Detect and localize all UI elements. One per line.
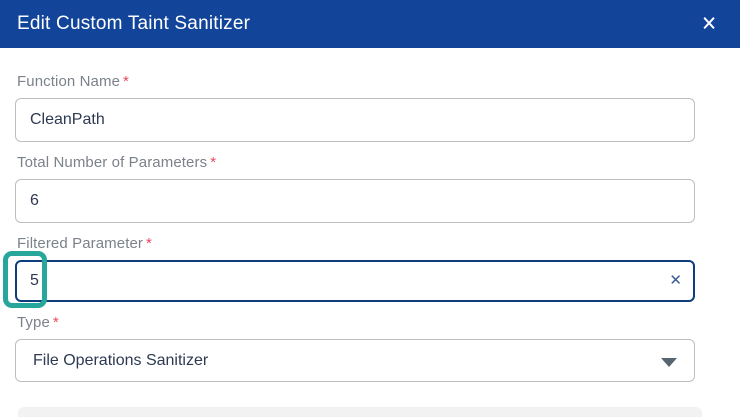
filtered-parameter-input[interactable]	[15, 260, 695, 302]
type-label-text: Type	[17, 314, 50, 331]
required-asterisk: *	[123, 73, 129, 90]
required-asterisk: *	[146, 235, 152, 252]
total-parameters-label: Total Number of Parameters *	[17, 154, 695, 171]
total-parameters-label-text: Total Number of Parameters	[17, 154, 208, 171]
field-group-function-name: Function Name *	[15, 73, 695, 142]
type-select[interactable]: File Operations Sanitizer	[15, 339, 695, 382]
required-asterisk: *	[210, 154, 217, 171]
type-select-value: File Operations Sanitizer	[33, 351, 209, 369]
required-asterisk: *	[52, 314, 59, 331]
chevron-down-icon	[661, 357, 677, 367]
field-group-filtered-parameter: Filtered Parameter* ✕	[3, 235, 695, 308]
filtered-parameter-label: Filtered Parameter *	[17, 235, 695, 252]
field-group-total-parameters: Total Number of Parameters *	[15, 154, 695, 223]
close-icon[interactable]: ✕	[701, 12, 717, 36]
filtered-parameter-input-wrap: ✕	[3, 251, 695, 308]
total-parameters-input[interactable]	[15, 179, 695, 223]
dialog-title: Edit Custom Taint Sanitizer	[17, 13, 251, 34]
filtered-parameter-label-text: Filtered Parameter	[17, 235, 144, 252]
dialog-header: Edit Custom Taint Sanitizer ✕	[0, 0, 740, 48]
field-group-type: Type * File Operations Sanitizer	[15, 314, 695, 382]
type-label: Type *	[17, 314, 695, 331]
bottom-cutoff-panel	[18, 407, 702, 417]
clear-input-icon[interactable]: ✕	[669, 271, 682, 290]
function-name-label-text: Function Name	[17, 73, 121, 90]
function-name-input[interactable]	[15, 98, 695, 142]
sanitizer-form: Function Name* Total Number of Parameter…	[3, 73, 695, 382]
function-name-label: Function Name *	[17, 73, 695, 90]
